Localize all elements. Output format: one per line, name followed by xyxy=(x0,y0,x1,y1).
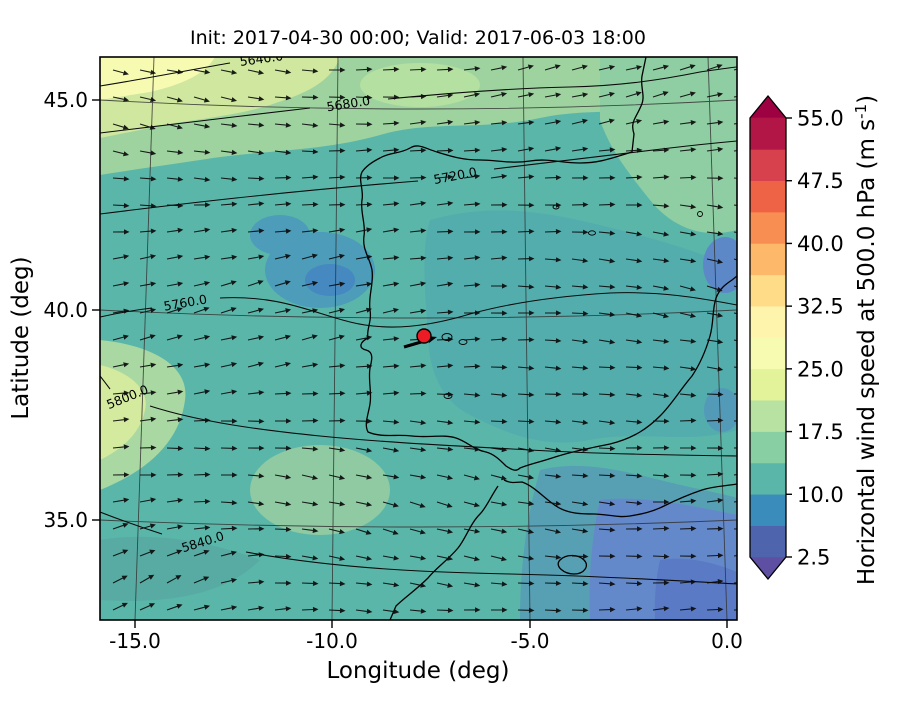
y-tick-45: 45.0 xyxy=(43,88,88,112)
svg-text:17.5: 17.5 xyxy=(797,420,844,444)
contour-label-5680: 5680.0 xyxy=(326,93,372,115)
x-axis: -15.0 -10.0 -5.0 0.0 Longitude (deg) xyxy=(109,620,743,684)
colorbar: 2.5 10.0 17.5 25.0 32.5 40.0 47.5 55.0 Horizont… xyxy=(749,95,880,585)
colorbar-label-superscript: -1 xyxy=(852,104,870,119)
location-marker xyxy=(403,328,437,349)
y-tick-40: 40.0 xyxy=(43,298,88,322)
colorbar-label-close: ) xyxy=(854,95,880,104)
plot-border xyxy=(99,56,738,621)
svg-text:2.5: 2.5 xyxy=(797,546,830,570)
y-axis: 45.0 40.0 35.0 Latitude (deg) xyxy=(8,88,100,532)
page-title: Init: 2017-04-30 00:00; Valid: 2017-06-0… xyxy=(190,27,646,49)
svg-text:47.5: 47.5 xyxy=(797,169,844,193)
y-axis-label: Latitude (deg) xyxy=(8,256,34,419)
contour-label-5760: 5760.0 xyxy=(162,291,208,313)
x-tick-marks xyxy=(134,620,728,628)
marker-dot xyxy=(416,328,432,344)
svg-text:55.0: 55.0 xyxy=(797,107,844,131)
x-axis-label: Longitude (deg) xyxy=(326,658,509,684)
colorbar-segments xyxy=(750,96,786,579)
y-tick-35: 35.0 xyxy=(43,508,88,532)
colorbar-label-main: Horizontal wind speed at 500.0 hPa (m s xyxy=(854,119,880,585)
colorbar-ticks: 2.5 10.0 17.5 25.0 32.5 40.0 47.5 55.0 xyxy=(786,107,844,570)
x-tick-neg10: -10.0 xyxy=(306,629,358,653)
svg-text:32.5: 32.5 xyxy=(797,295,844,319)
svg-text:40.0: 40.0 xyxy=(797,232,844,256)
y-tick-marks xyxy=(92,99,100,521)
svg-text:25.0: 25.0 xyxy=(797,357,844,381)
x-tick-0: 0.0 xyxy=(711,629,743,653)
colorbar-label: Horizontal wind speed at 500.0 hPa (m s-… xyxy=(852,95,880,585)
x-tick-neg5: -5.0 xyxy=(510,629,549,653)
x-tick-neg15: -15.0 xyxy=(109,629,161,653)
coastlines xyxy=(359,57,737,620)
svg-text:10.0: 10.0 xyxy=(797,483,844,507)
map-area: 5640.0 5680.0 5720.0 5760.0 5800.0 5840.… xyxy=(100,57,737,620)
